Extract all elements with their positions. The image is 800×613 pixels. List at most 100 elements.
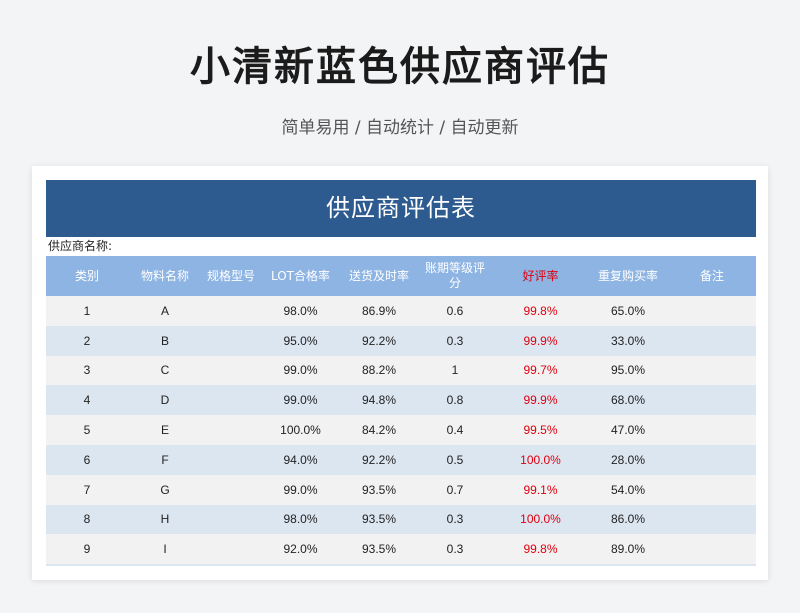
cell-lot-pass-rate: 100.0% <box>260 415 341 445</box>
cell-remarks <box>668 504 756 535</box>
cell-payment-score: 0.3 <box>417 534 493 565</box>
cell-delivery-rate: 94.8% <box>341 385 417 416</box>
cell-payment-score: 0.8 <box>417 385 493 416</box>
cell-material: G <box>128 474 202 505</box>
cell-delivery-rate: 93.5% <box>341 534 417 565</box>
cell-repurchase-rate: 33.0% <box>588 325 668 356</box>
table-row: 6 F 94.0% 92.2% 0.5 100.0% 28.0% <box>46 444 756 475</box>
cell-category: 3 <box>46 355 128 386</box>
cell-remarks <box>668 355 756 386</box>
cell-positive-rate: 99.8% <box>493 534 588 565</box>
page-subtitle: 简单易用 / 自动统计 / 自动更新 <box>281 118 519 138</box>
column-header-category: 类别 <box>46 256 128 296</box>
cell-spec <box>202 444 260 475</box>
column-header-delivery-rate: 送货及时率 <box>341 256 417 296</box>
column-header-repurchase-rate: 重复购买率 <box>588 256 668 296</box>
cell-category: 6 <box>46 444 128 475</box>
column-header-remarks: 备注 <box>668 256 756 296</box>
cell-payment-score: 1 <box>417 355 493 386</box>
table-row: 3 C 99.0% 88.2% 1 99.7% 95.0% <box>46 355 756 386</box>
cell-lot-pass-rate: 98.0% <box>260 296 341 326</box>
cell-category: 2 <box>46 325 128 356</box>
table-row: 1 A 98.0% 86.9% 0.6 99.8% 65.0% <box>46 296 756 326</box>
supplier-name-label: 供应商名称: <box>46 237 756 256</box>
cell-spec <box>202 325 260 356</box>
cell-spec <box>202 355 260 386</box>
cell-delivery-rate: 86.9% <box>341 296 417 326</box>
cell-spec <box>202 385 260 416</box>
cell-remarks <box>668 474 756 505</box>
cell-positive-rate: 99.1% <box>493 474 588 505</box>
cell-positive-rate: 99.5% <box>493 415 588 445</box>
cell-repurchase-rate: 47.0% <box>588 415 668 445</box>
cell-material: I <box>128 534 202 565</box>
cell-spec <box>202 534 260 565</box>
cell-positive-rate: 99.8% <box>493 296 588 326</box>
cell-remarks <box>668 534 756 565</box>
cell-lot-pass-rate: 99.0% <box>260 474 341 505</box>
table-row: 9 I 92.0% 93.5% 0.3 99.8% 89.0% <box>46 534 756 565</box>
cell-repurchase-rate: 65.0% <box>588 296 668 326</box>
cell-spec <box>202 415 260 445</box>
cell-category: 4 <box>46 385 128 416</box>
cell-category: 5 <box>46 415 128 445</box>
column-header-spec: 规格型号 <box>202 256 260 296</box>
cell-repurchase-rate: 28.0% <box>588 444 668 475</box>
cell-category: 7 <box>46 474 128 505</box>
cell-repurchase-rate: 86.0% <box>588 504 668 535</box>
cell-payment-score: 0.3 <box>417 325 493 356</box>
table-row: 7 G 99.0% 93.5% 0.7 99.1% 54.0% <box>46 474 756 505</box>
cell-material: A <box>128 296 202 326</box>
evaluation-table: 类别 物料名称 规格型号 LOT合格率 送货及时率 账期等级评分 好评率 重复购… <box>46 256 756 565</box>
cell-payment-score: 0.6 <box>417 296 493 326</box>
cell-payment-score: 0.7 <box>417 474 493 505</box>
cell-category: 9 <box>46 534 128 565</box>
cell-delivery-rate: 93.5% <box>341 474 417 505</box>
table-row: 5 E 100.0% 84.2% 0.4 99.5% 47.0% <box>46 415 756 445</box>
sheet-title: 供应商评估表 <box>46 180 756 237</box>
cell-lot-pass-rate: 92.0% <box>260 534 341 565</box>
cell-payment-score: 0.3 <box>417 504 493 535</box>
table-row: 4 D 99.0% 94.8% 0.8 99.9% 68.0% <box>46 385 756 416</box>
cell-positive-rate: 99.7% <box>493 355 588 386</box>
cell-payment-score: 0.4 <box>417 415 493 445</box>
table-row: 8 H 98.0% 93.5% 0.3 100.0% 86.0% <box>46 504 756 535</box>
sheet-card: 供应商评估表 供应商名称: 类别 物料名称 规格型号 LOT合格率 送货及时率 … <box>32 166 768 580</box>
cell-remarks <box>668 415 756 445</box>
cell-remarks <box>668 325 756 356</box>
cell-repurchase-rate: 54.0% <box>588 474 668 505</box>
cell-payment-score: 0.5 <box>417 444 493 475</box>
table-header-row: 类别 物料名称 规格型号 LOT合格率 送货及时率 账期等级评分 好评率 重复购… <box>46 256 756 296</box>
cell-remarks <box>668 385 756 416</box>
cell-category: 8 <box>46 504 128 535</box>
cell-positive-rate: 100.0% <box>493 444 588 475</box>
cell-positive-rate: 99.9% <box>493 385 588 416</box>
cell-lot-pass-rate: 98.0% <box>260 504 341 535</box>
cell-lot-pass-rate: 99.0% <box>260 355 341 386</box>
cell-repurchase-rate: 68.0% <box>588 385 668 416</box>
cell-delivery-rate: 92.2% <box>341 444 417 475</box>
table-body: 1 A 98.0% 86.9% 0.6 99.8% 65.0% 2 B 95.0% 92.2% 0.3… <box>46 296 756 565</box>
table-row: 2 B 95.0% 92.2% 0.3 99.9% 33.0% <box>46 325 756 356</box>
page-title: 小清新蓝色供应商评估 <box>190 44 610 90</box>
cell-positive-rate: 99.9% <box>493 325 588 356</box>
cell-material: F <box>128 444 202 475</box>
table-bottom-strip <box>46 564 756 567</box>
cell-spec <box>202 474 260 505</box>
cell-delivery-rate: 93.5% <box>341 504 417 535</box>
cell-material: C <box>128 355 202 386</box>
cell-remarks <box>668 296 756 326</box>
cell-lot-pass-rate: 95.0% <box>260 325 341 356</box>
cell-delivery-rate: 88.2% <box>341 355 417 386</box>
cell-lot-pass-rate: 99.0% <box>260 385 341 416</box>
cell-material: E <box>128 415 202 445</box>
column-header-material: 物料名称 <box>128 256 202 296</box>
cell-lot-pass-rate: 94.0% <box>260 444 341 475</box>
cell-category: 1 <box>46 296 128 326</box>
cell-remarks <box>668 444 756 475</box>
cell-positive-rate: 100.0% <box>493 504 588 535</box>
cell-material: B <box>128 325 202 356</box>
column-header-lot-pass-rate: LOT合格率 <box>260 256 341 296</box>
evaluation-sheet: 供应商评估表 供应商名称: 类别 物料名称 规格型号 LOT合格率 送货及时率 … <box>46 180 756 567</box>
column-header-payment-score: 账期等级评分 <box>417 256 493 296</box>
